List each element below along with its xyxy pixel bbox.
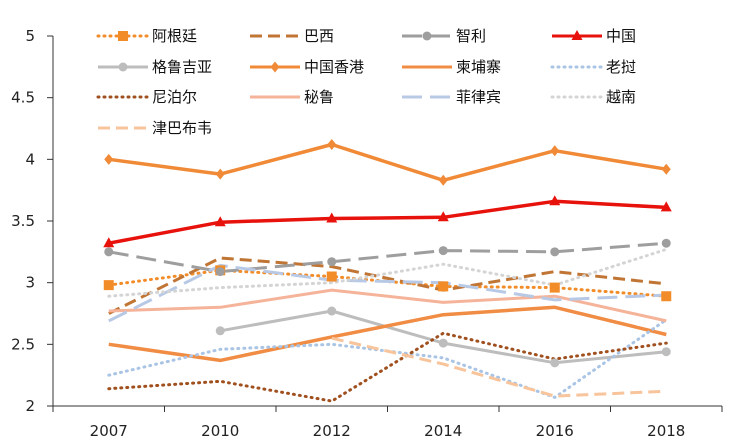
legend-item-5: 中国香港 [250, 58, 364, 76]
series-2-marker-0 [104, 247, 114, 257]
legend-item-9: 秘鲁 [250, 88, 334, 106]
y-tick-label: 3 [25, 274, 35, 292]
legend-item-10: 菲律宾 [402, 88, 501, 106]
series-4-marker-3 [550, 358, 560, 368]
series-3-marker-2 [326, 212, 338, 223]
legend-label: 菲律宾 [456, 88, 501, 106]
chart-axes: 2 2.5 3 3.5 4 4.5 5 2007 2010 2012 2014 2016 2018 [11, 27, 723, 440]
legend-label: 津巴布韦 [152, 119, 212, 137]
series-line-12 [331, 336, 667, 398]
series-line-11 [107, 247, 668, 298]
legend-item-11: 越南 [550, 88, 636, 106]
series-3-marker-1 [214, 216, 226, 227]
y-tick-label: 3.5 [11, 212, 35, 230]
series-5-marker-0 [104, 153, 114, 165]
series-0-marker-0 [103, 280, 114, 291]
series-5-marker-3 [438, 174, 448, 186]
series-0-marker-2 [326, 271, 337, 282]
chart-series-markers [103, 139, 672, 368]
legend-item-4: 格鲁吉亚 [98, 58, 212, 76]
legend-item-12: 津巴布韦 [98, 119, 212, 137]
legend-item-2: 智利 [402, 27, 486, 45]
legend-swatch-marker [571, 30, 583, 40]
series-line-9 [108, 288, 667, 323]
legend-item-7: 老挝 [550, 58, 636, 76]
series-line-1 [108, 256, 667, 315]
legend-swatch-marker [270, 61, 280, 73]
legend-label: 中国香港 [304, 58, 364, 76]
y-tick-label: 5 [25, 27, 35, 45]
legend-item-0: 阿根廷 [96, 27, 197, 45]
series-0-marker-3 [438, 281, 449, 292]
series-2-marker-3 [438, 246, 448, 256]
legend-label: 尼泊尔 [152, 88, 197, 106]
series-4-marker-0 [215, 326, 225, 336]
series-4-marker-1 [327, 306, 337, 316]
series-line-2 [108, 241, 667, 274]
series-5-marker-1 [215, 168, 225, 180]
legend-label: 老挝 [606, 58, 636, 76]
series-line-10 [108, 263, 667, 323]
legend-label: 中国 [606, 27, 636, 45]
legend-label: 柬埔寨 [456, 58, 501, 76]
legend-item-6: 柬埔寨 [402, 58, 501, 76]
x-tick-label: 2012 [313, 422, 351, 440]
x-tick-label: 2018 [647, 422, 685, 440]
x-tick-label: 2016 [536, 422, 574, 440]
series-0-marker-4 [549, 282, 560, 293]
series-5-marker-5 [661, 163, 671, 175]
y-tick-label: 4 [25, 150, 35, 168]
legend-item-8: 尼泊尔 [96, 88, 197, 106]
series-3-marker-3 [437, 211, 449, 222]
series-2-marker-2 [327, 257, 337, 267]
x-tick-label: 2007 [90, 422, 128, 440]
series-line-8 [107, 331, 668, 403]
y-tick-label: 2 [25, 397, 35, 415]
series-line-5 [108, 142, 667, 183]
legend-item-3: 中国 [552, 27, 636, 45]
legend-label: 秘鲁 [304, 88, 334, 106]
series-2-marker-1 [215, 267, 225, 277]
series-line-6 [108, 305, 667, 363]
legend-swatch-marker [118, 62, 128, 72]
legend-swatch-marker [118, 31, 128, 41]
series-2-marker-5 [661, 238, 671, 248]
series-4-marker-2 [438, 338, 448, 348]
series-2-marker-4 [550, 247, 560, 257]
series-4-marker-4 [661, 347, 671, 357]
legend-label: 格鲁吉亚 [152, 58, 212, 76]
y-tick-label: 2.5 [11, 335, 35, 353]
legend-label: 巴西 [304, 27, 334, 45]
legend-item-1: 巴西 [250, 27, 334, 45]
series-3-marker-4 [549, 195, 561, 206]
series-5-marker-4 [550, 145, 560, 157]
series-line-3 [108, 199, 667, 245]
y-tick-label: 4.5 [11, 89, 35, 107]
legend-label: 智利 [456, 27, 486, 45]
series-3-marker-5 [660, 201, 672, 212]
chart-series-lines [107, 142, 668, 403]
legend-swatch-marker [422, 31, 432, 41]
series-3-marker-0 [103, 237, 115, 248]
x-tick-label: 2014 [424, 422, 462, 440]
series-5-marker-2 [327, 139, 337, 151]
legend-label: 越南 [606, 88, 636, 106]
series-0-marker-5 [661, 291, 672, 302]
legend-label: 阿根廷 [152, 27, 197, 45]
x-tick-label: 2010 [201, 422, 239, 440]
